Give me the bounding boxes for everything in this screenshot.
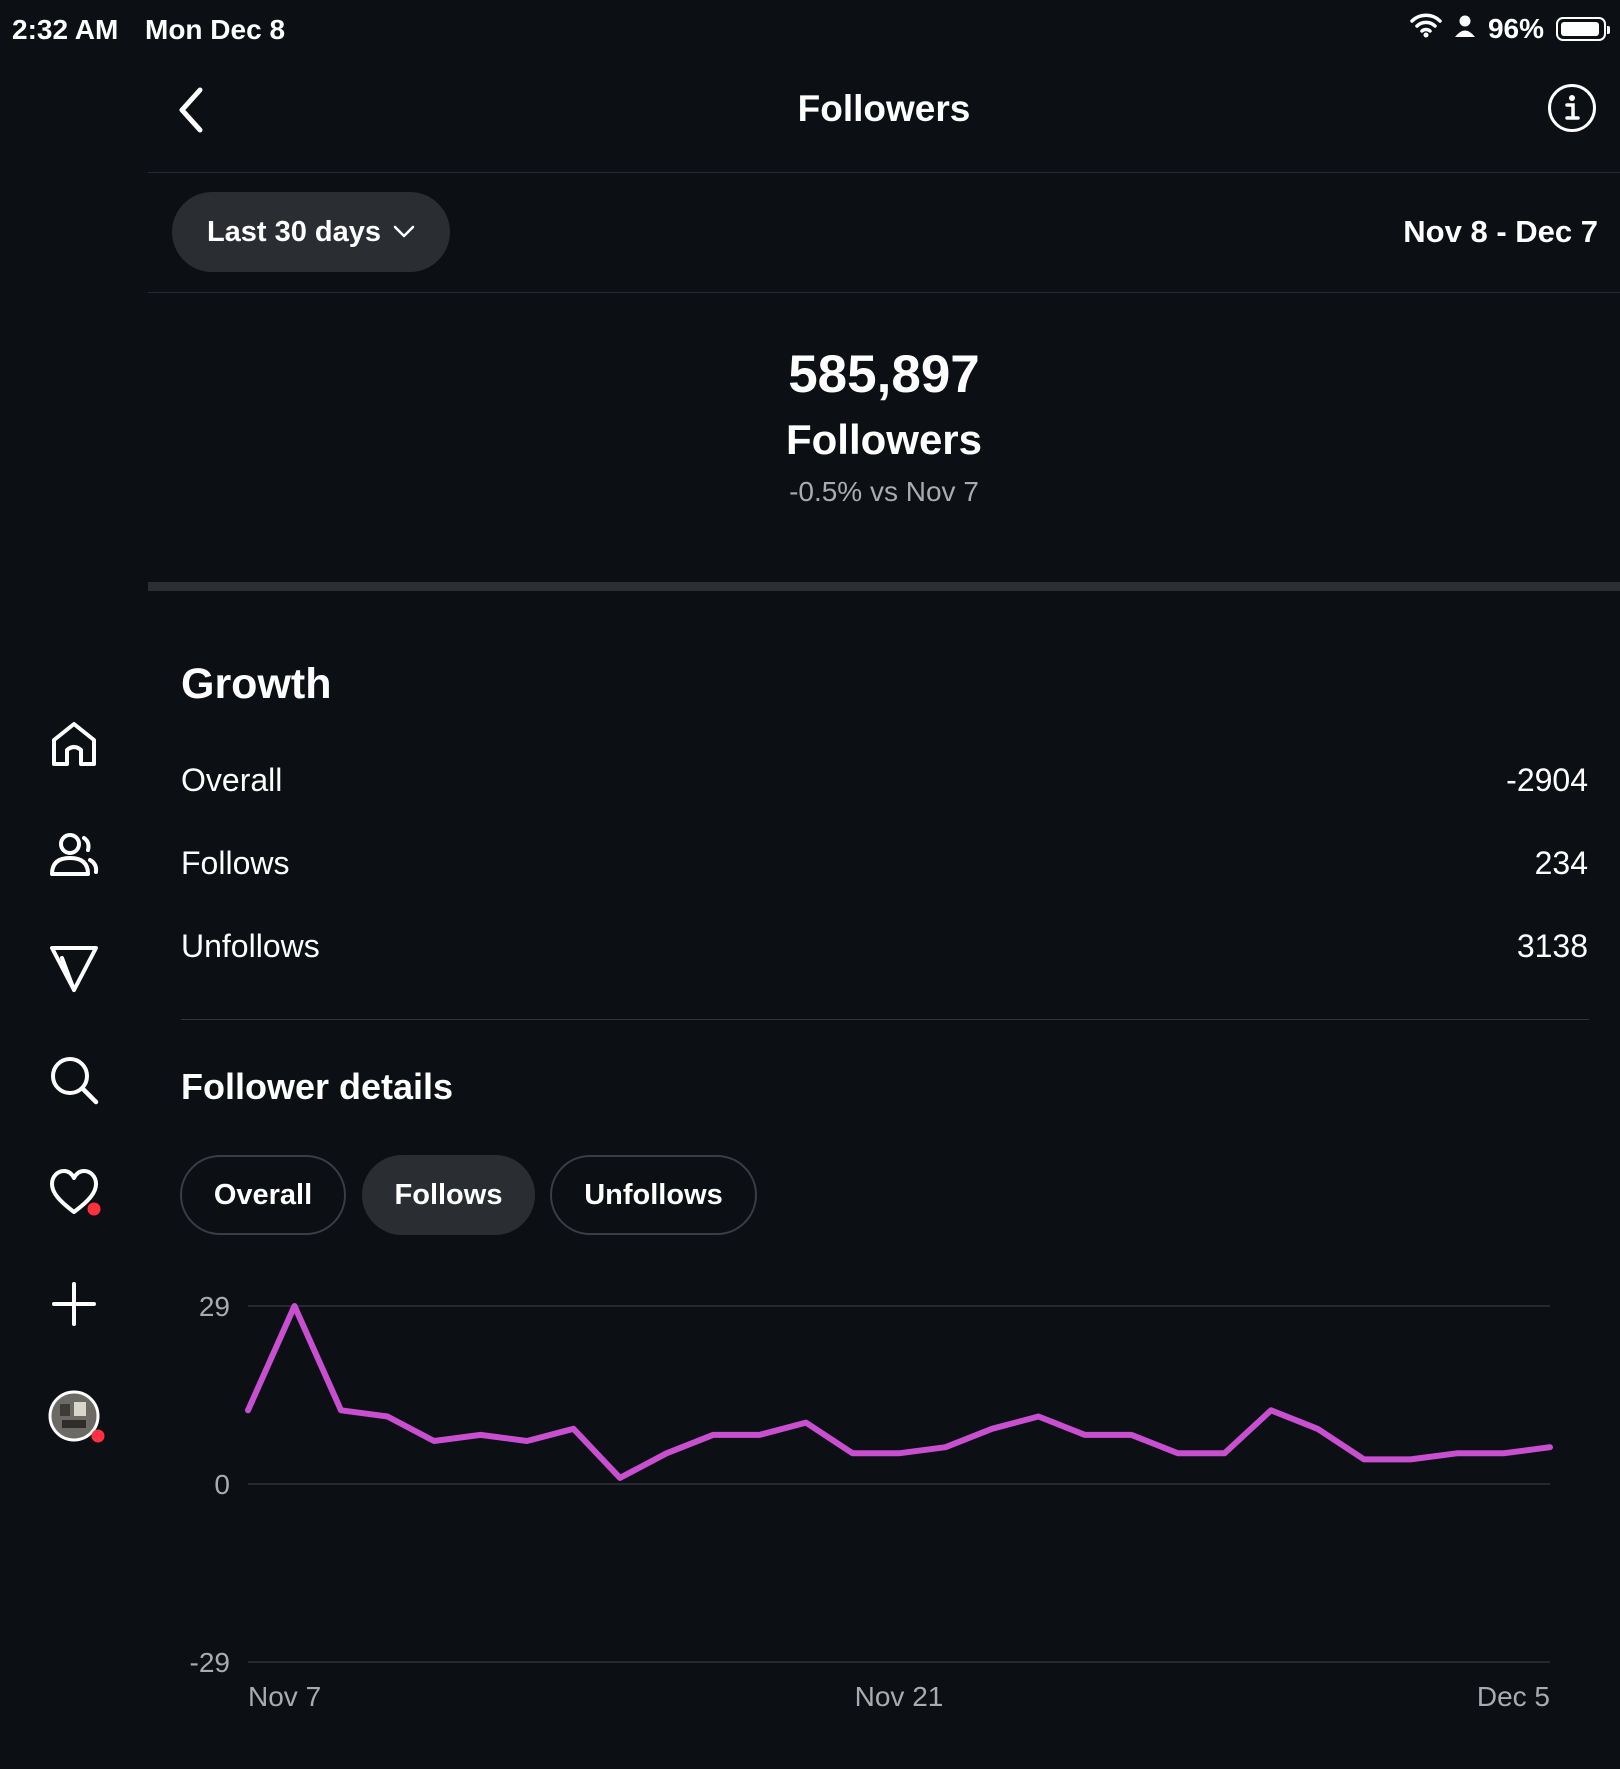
chevron-left-icon <box>179 87 203 133</box>
growth-row-unfollows-value: 3138 <box>1516 928 1588 964</box>
x-tick-label: Nov 7 <box>248 1681 321 1712</box>
notification-dot <box>91 1429 105 1443</box>
back-button[interactable] <box>170 82 220 138</box>
wifi-icon <box>1410 12 1442 45</box>
follows-series-line <box>245 1303 1553 1481</box>
info-icon <box>1565 95 1580 120</box>
growth-title: Growth <box>181 660 332 708</box>
tab-follows[interactable]: Follows <box>362 1155 535 1235</box>
follower-details-title: Follower details <box>181 1066 454 1107</box>
status-time: 2:32 AM <box>12 14 119 45</box>
y-tick-label: -29 <box>190 1647 230 1678</box>
status-date: Mon Dec 8 <box>145 14 286 45</box>
chevron-down-icon <box>393 225 415 238</box>
growth-row-follows-value: 234 <box>1534 845 1588 881</box>
x-tick-label: Nov 21 <box>855 1681 944 1712</box>
tab-overall-label: Overall <box>213 1178 313 1211</box>
follower-count-label: Followers <box>785 416 983 463</box>
page-title: Followers <box>797 88 971 129</box>
growth-row-follows-label: Follows <box>181 845 290 881</box>
x-tick-label: Dec 5 <box>1477 1681 1550 1712</box>
tab-unfollows-label: Unfollows <box>584 1178 723 1211</box>
header-divider <box>148 172 1620 173</box>
section-divider <box>148 582 1620 591</box>
notification-dot <box>87 1202 101 1216</box>
info-button[interactable] <box>1548 84 1596 132</box>
person-icon <box>1454 13 1476 45</box>
status-indicators: 96% <box>1410 12 1610 45</box>
home-icon[interactable] <box>48 718 100 770</box>
tab-follows-label: Follows <box>394 1178 503 1211</box>
growth-row-overall-value: -2904 <box>1506 762 1588 798</box>
follower-count: 585,897 <box>788 345 980 404</box>
avatar[interactable] <box>48 1390 105 1443</box>
tab-unfollows[interactable]: Unfollows <box>550 1155 757 1235</box>
growth-divider <box>181 1019 1589 1020</box>
growth-row-unfollows-label: Unfollows <box>181 928 320 964</box>
period-divider <box>148 292 1620 293</box>
tab-overall[interactable]: Overall <box>180 1155 346 1235</box>
plus-icon[interactable] <box>48 1278 100 1330</box>
search-icon[interactable] <box>48 1054 100 1106</box>
profile-icon[interactable] <box>48 830 100 882</box>
period-dropdown[interactable]: Last 30 days <box>172 192 450 272</box>
period-dropdown-label: Last 30 days <box>206 215 382 248</box>
follows-line-chart: 29 0 -29 Nov 7 Nov 21 Dec 5 <box>190 1291 1553 1712</box>
heart-icon[interactable] <box>48 1166 101 1218</box>
follower-change: -0.5% vs Nov 7 <box>789 476 979 507</box>
battery-percent: 96% <box>1487 12 1544 44</box>
battery-icon <box>1556 16 1610 41</box>
y-tick-label: 29 <box>199 1291 230 1322</box>
date-range: Nov 8 - Dec 7 <box>1403 214 1598 249</box>
growth-row-overall-label: Overall <box>181 762 283 798</box>
y-tick-label: 0 <box>214 1469 230 1500</box>
send-icon[interactable] <box>48 942 100 994</box>
